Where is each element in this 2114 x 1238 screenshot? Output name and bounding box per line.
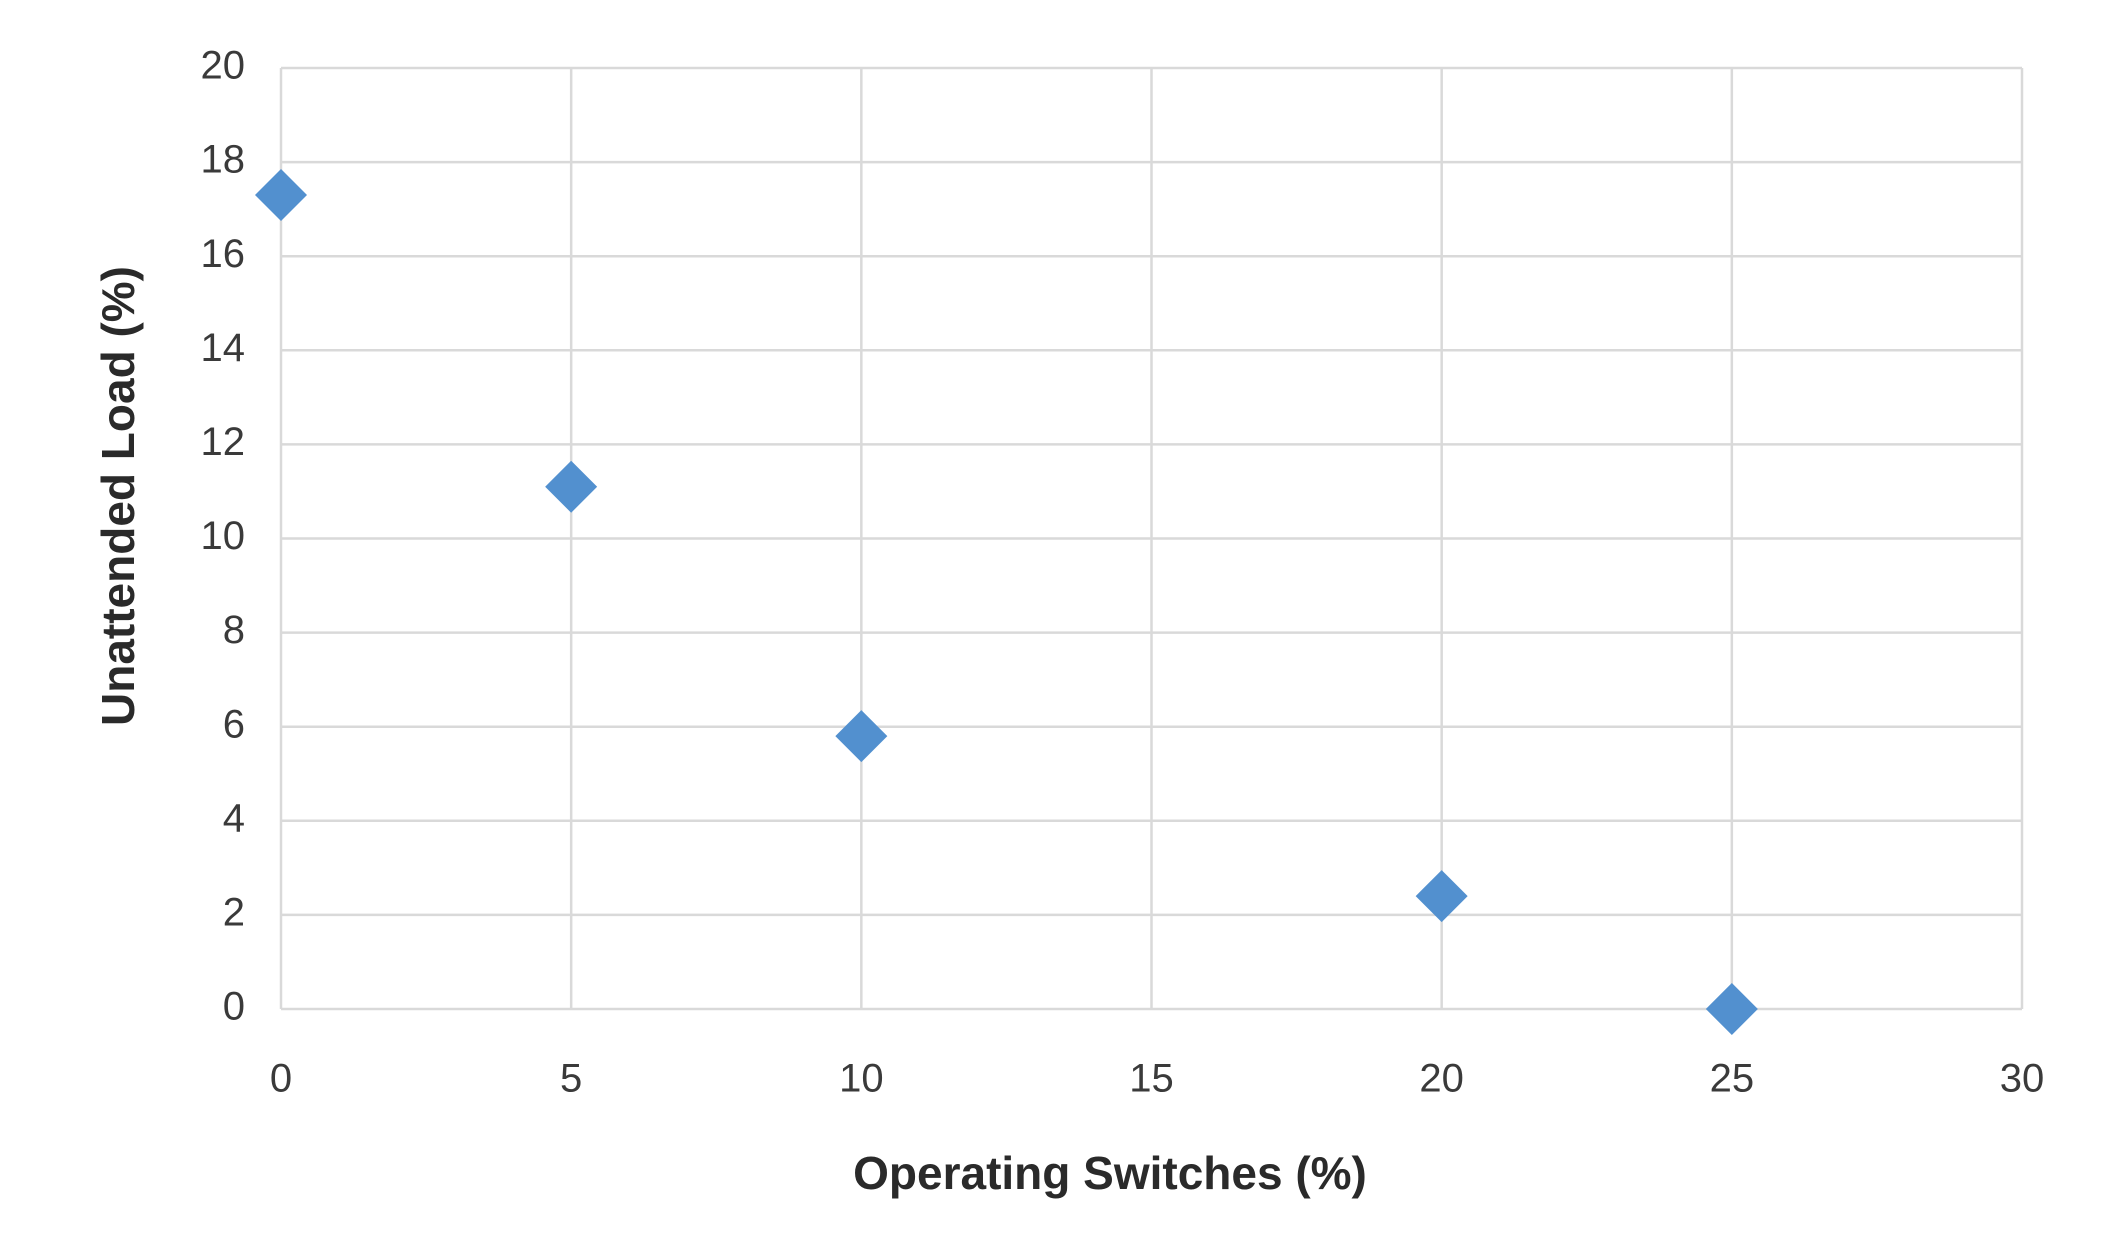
y-tick-label: 6	[223, 702, 245, 746]
y-tick-label: 20	[201, 44, 246, 88]
x-tick-label: 5	[560, 1057, 582, 1101]
y-tick-label: 10	[201, 514, 246, 558]
y-tick-label: 14	[201, 326, 246, 370]
y-tick-label: 18	[201, 138, 246, 182]
point	[1415, 870, 1468, 923]
y-tick-label: 4	[223, 796, 245, 840]
y-tick-label: 12	[201, 420, 246, 464]
y-tick-label: 8	[223, 608, 245, 652]
point	[545, 460, 598, 513]
x-tick-label: 0	[270, 1057, 292, 1101]
x-tick-label: 15	[1129, 1057, 1174, 1101]
point	[1705, 983, 1758, 1035]
y-tick-label: 0	[223, 985, 245, 1029]
y-axis-title: Unattended Load (%)	[92, 266, 144, 726]
x-tick-label: 20	[1419, 1057, 1464, 1101]
y-tick-label: 16	[201, 232, 246, 276]
x-tick-label: 10	[839, 1057, 884, 1101]
point	[835, 710, 888, 763]
y-tick-label: 2	[223, 890, 245, 934]
point	[255, 169, 307, 222]
x-tick-label: 30	[2000, 1057, 2045, 1101]
x-axis-title: Operating Switches (%)	[853, 1147, 1367, 1199]
x-tick-label: 25	[1710, 1057, 1755, 1101]
